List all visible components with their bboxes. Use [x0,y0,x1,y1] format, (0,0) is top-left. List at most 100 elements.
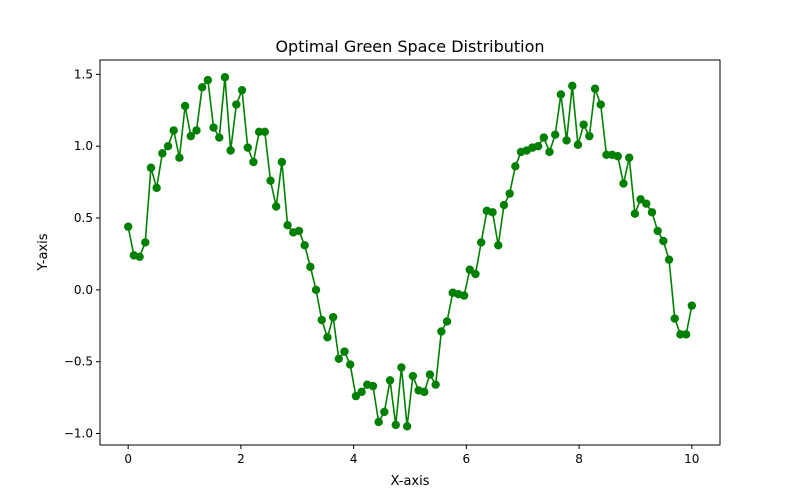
x-tick-label: 6 [463,452,471,466]
data-point [277,157,287,167]
data-point [642,199,651,208]
data-point [585,131,594,141]
y-tick-label: 1.5 [74,67,93,81]
series-line [127,76,693,428]
data-point [220,73,230,82]
data-point [636,195,645,204]
data-point [539,133,549,142]
y-axis-ticks: −1.0 −0.5 0.0 0.5 1.0 1.5 [64,67,100,441]
data-point [237,85,247,95]
data-point [186,131,195,141]
data-point [243,143,252,152]
data-point [590,84,600,93]
x-axis-label: X-axis [391,474,430,489]
data-point [311,285,321,295]
data-point [249,157,258,167]
data-point [368,381,378,391]
data-point [573,140,583,149]
data-point [596,100,605,109]
data-point [431,380,440,389]
data-point [271,202,281,211]
data-point [562,136,571,145]
y-axis-label: Y-axis [36,233,51,271]
data-point [135,252,144,262]
data-point [619,179,628,188]
x-tick-label: 2 [237,452,245,466]
data-point [664,255,674,264]
x-tick-label: 4 [350,452,358,466]
data-point [209,123,218,132]
data-point [550,130,560,139]
data-point [681,330,691,339]
data-point [471,269,480,279]
data-point [625,153,634,162]
x-axis-ticks: 0 2 4 6 8 10 [124,445,699,466]
data-point [346,360,355,369]
data-point [425,370,435,379]
data-point [391,420,400,430]
data-point [300,241,309,250]
data-point [374,417,383,427]
data-point [420,387,429,397]
data-point [334,354,344,364]
data-point [203,75,213,85]
chart-title: Optimal Green Space Distribution [275,37,544,56]
data-point [340,347,349,356]
data-point [397,363,406,372]
data-point [215,133,224,142]
data-point [687,301,697,310]
data-point [266,176,275,185]
data-point [197,83,207,92]
y-tick-label: 0.0 [74,283,93,297]
data-point [659,236,668,246]
data-point [459,291,469,300]
data-point [180,101,190,111]
data-point [670,314,679,323]
data-point [380,407,389,417]
data-point [192,126,201,135]
data-point [306,262,315,272]
data-point [357,387,366,397]
data-point [630,209,640,218]
data-point [169,126,178,135]
data-point [499,200,509,210]
x-tick-label: 10 [684,452,699,466]
x-tick-label: 8 [575,452,583,466]
data-point [152,183,161,193]
data-point [568,81,577,91]
data-point [437,327,446,336]
data-point [545,147,554,157]
data-point [163,141,173,151]
data-point [488,208,497,217]
data-point [402,422,412,431]
y-tick-label: −0.5 [64,355,93,369]
data-point [328,312,338,322]
plot-area [123,73,697,431]
data-point [533,141,543,151]
data-point [613,152,623,161]
data-point [511,162,520,171]
data-point [232,100,241,109]
data-point [141,238,150,247]
data-point [408,371,418,381]
data-point [465,265,474,274]
axes-frame [99,59,721,446]
data-point [556,90,566,99]
data-point [579,120,588,129]
data-point [385,376,395,385]
data-point [323,333,332,342]
data-point [175,153,184,162]
data-point [653,226,662,236]
data-point [158,149,167,158]
y-tick-label: 1.0 [74,139,93,153]
data-point [494,241,503,250]
data-point [294,226,304,236]
x-tick-label: 0 [124,452,132,466]
data-point [226,146,235,155]
data-point [146,163,156,172]
data-point [283,221,292,230]
y-tick-label: −1.0 [64,427,93,441]
data-point [123,222,133,231]
